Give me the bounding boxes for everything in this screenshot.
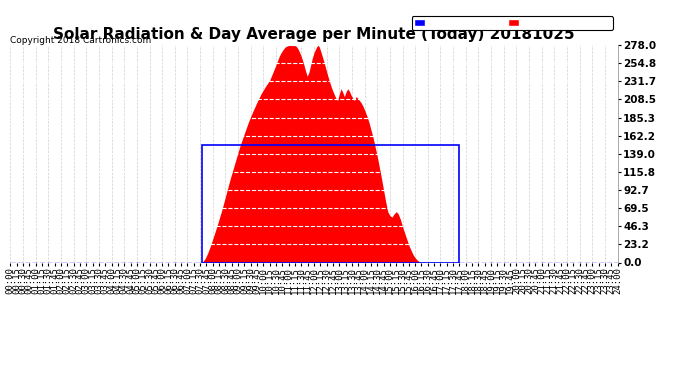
Legend: Median (W/m2), Radiation (W/m2): Median (W/m2), Radiation (W/m2) — [411, 16, 613, 30]
Title: Solar Radiation & Day Average per Minute (Today) 20181025: Solar Radiation & Day Average per Minute… — [53, 27, 575, 42]
Text: Copyright 2018 Cartronics.com: Copyright 2018 Cartronics.com — [10, 36, 152, 45]
